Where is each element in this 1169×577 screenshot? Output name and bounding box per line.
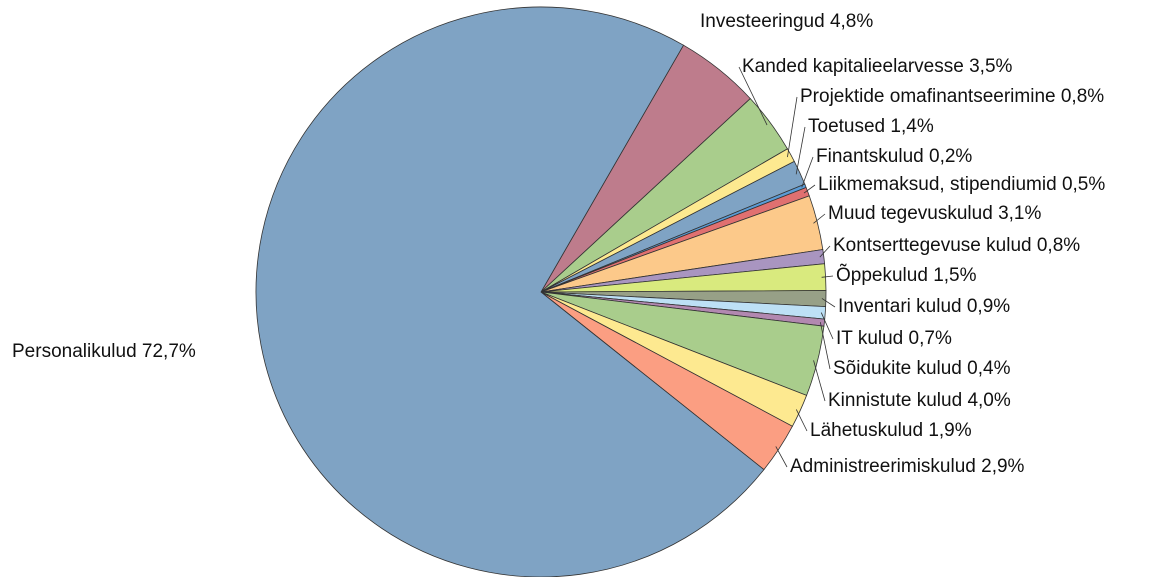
slice-label: Liikmemaksud, stipendiumid 0,5% (818, 174, 1105, 195)
leader-line (803, 184, 816, 194)
slice-label: IT kulud 0,7% (836, 328, 952, 349)
slice-value: 0,4% (967, 358, 1010, 379)
slice-value: 3,1% (998, 203, 1041, 224)
leader-line (813, 213, 826, 224)
slice-name: Personalikulud (12, 341, 137, 362)
slice-value: 4,8% (830, 11, 873, 32)
slice-label: Kontserttegevuse kulud 0,8% (833, 235, 1080, 256)
slice-value: 0,7% (909, 328, 952, 349)
leader-line (787, 96, 798, 158)
slice-name: Lähetuskulud (810, 420, 923, 441)
leader-line (795, 409, 808, 432)
slice-label: Lähetuskulud 1,9% (810, 420, 972, 441)
slice-value: 72,7% (142, 341, 196, 362)
pie-slice (255, 6, 765, 577)
slice-value: 1,9% (928, 420, 971, 441)
leader-line (821, 298, 836, 308)
slice-name: Projektide omafinantseerimine (800, 86, 1056, 107)
slice-name: Muud tegevuskulud (828, 203, 993, 224)
leader-line (819, 245, 831, 258)
leader-line (821, 275, 834, 278)
slice-label: Toetused 1,4% (808, 116, 934, 137)
leader-line (795, 126, 806, 175)
slice-name: Kontserttegevuse kulud (833, 235, 1032, 256)
slice-value: 1,5% (933, 265, 976, 286)
slice-label: Kinnistute kulud 4,0% (828, 390, 1011, 411)
slice-label: Personalikulud 72,7% (12, 341, 196, 362)
slice-label: Õppekulud 1,5% (836, 264, 977, 286)
leader-line (801, 156, 814, 188)
slice-label: Administreerimiskulud 2,9% (790, 456, 1025, 477)
slice-name: Finantskulud (816, 146, 924, 167)
slice-name: Administreerimiskulud (790, 456, 976, 477)
slice-name: Toetused (808, 116, 885, 137)
slice-label: Inventari kulud 0,9% (838, 296, 1010, 317)
slice-label: Projektide omafinantseerimine 0,8% (800, 86, 1104, 107)
slice-value: 0,5% (1062, 174, 1105, 195)
slice-value: 4,0% (967, 390, 1010, 411)
leader-line (738, 66, 768, 126)
slice-label: Investeeringud 4,8% (700, 11, 873, 32)
slice-name: Liikmemaksud, stipendiumid (818, 174, 1057, 195)
slice-name: Sõidukite kulud (833, 358, 962, 379)
slice-value: 2,9% (981, 456, 1024, 477)
leader-line (775, 446, 788, 468)
slice-value: 0,8% (1037, 235, 1080, 256)
slice-name: Kanded kapitalieelarvesse (742, 56, 964, 77)
slice-name: Kinnistute kulud (828, 390, 962, 411)
slice-name: IT kulud (836, 328, 903, 349)
slice-name: Investeeringud (700, 11, 825, 32)
leader-line (813, 360, 826, 402)
leader-line (819, 322, 831, 370)
slice-name: Inventari kulud (838, 296, 962, 317)
slice-value: 0,2% (929, 146, 972, 167)
slice-value: 0,8% (1061, 86, 1104, 107)
leader-line (820, 312, 834, 340)
slice-name: Õppekulud (836, 264, 928, 286)
slice-value: 3,5% (969, 56, 1012, 77)
slice-label: Kanded kapitalieelarvesse 3,5% (742, 56, 1013, 77)
slice-label: Finantskulud 0,2% (816, 146, 972, 167)
slice-label: Sõidukite kulud 0,4% (833, 358, 1011, 379)
slice-value: 0,9% (967, 296, 1010, 317)
slice-value: 1,4% (890, 116, 933, 137)
slice-label: Muud tegevuskulud 3,1% (828, 203, 1041, 224)
